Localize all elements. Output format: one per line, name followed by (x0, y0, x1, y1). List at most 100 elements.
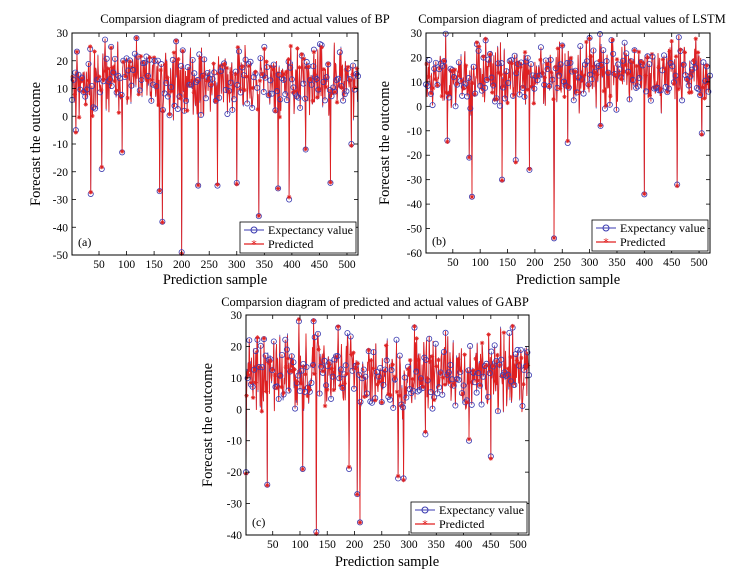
predicted-point (281, 390, 286, 396)
predicted-point (444, 90, 449, 95)
expectancy-point (370, 349, 377, 356)
predicted-point (283, 364, 289, 370)
chart-gabp-legend-pred-label: Predicted (439, 517, 484, 531)
predicted-point (412, 324, 417, 329)
predicted-point (632, 48, 637, 53)
expectancy-point (154, 57, 161, 64)
predicted-point (490, 363, 496, 369)
expectancy-point (447, 361, 454, 368)
predicted-point (123, 74, 128, 79)
expectancy-point (334, 353, 341, 360)
predicted-point (284, 69, 289, 75)
expectancy-point (368, 399, 375, 406)
predicted-point (704, 63, 709, 68)
predicted-point (505, 100, 510, 106)
predicted-point (314, 531, 319, 537)
expectancy-point (349, 367, 356, 374)
predicted-point (614, 57, 620, 62)
expectancy-point (380, 381, 387, 388)
predicted-point (460, 391, 465, 397)
predicted-point (211, 61, 216, 66)
predicted-point (331, 387, 336, 393)
predicted-point (352, 85, 357, 90)
x-tick-label: 150 (319, 539, 337, 551)
expectancy-point (610, 50, 617, 57)
expectancy-point (414, 388, 421, 395)
predicted-point (407, 358, 413, 363)
expectancy-point (277, 96, 284, 103)
predicted-point (200, 74, 205, 79)
expectancy-point (249, 383, 256, 390)
predicted-point (149, 77, 155, 82)
chart-bp-title: Comparsion diagram of predicted and actu… (100, 12, 390, 26)
predicted-point (229, 70, 234, 76)
chart-gabp-xlabel: Prediction sample (335, 554, 439, 570)
expectancy-point (298, 367, 305, 374)
predicted-point (340, 386, 345, 391)
y-tick-label: -30 (407, 175, 423, 187)
expectancy-point (662, 83, 669, 90)
predicted-point (638, 59, 644, 64)
predicted-point (277, 114, 282, 120)
expectancy-point (259, 364, 266, 371)
predicted-point (695, 50, 701, 55)
predicted-point (612, 72, 617, 77)
predicted-point (292, 367, 297, 372)
predicted-point (511, 92, 517, 97)
predicted-point (246, 372, 251, 378)
predicted-point (500, 83, 506, 89)
x-tick-label: 350 (428, 539, 446, 551)
expectancy-point (700, 59, 707, 66)
expectancy-point (262, 74, 269, 81)
predicted-point (253, 380, 258, 385)
expectancy-point (495, 60, 502, 67)
expectancy-point (285, 387, 292, 394)
expectancy-point (422, 356, 429, 363)
predicted-point (435, 83, 440, 88)
predicted-point (486, 332, 491, 337)
expectancy-point (647, 97, 654, 104)
predicted-point (544, 61, 550, 67)
expectancy-point (337, 366, 344, 373)
expectancy-point (642, 88, 649, 95)
predicted-point (320, 369, 326, 374)
predicted-point (441, 58, 447, 63)
predicted-point (616, 72, 622, 77)
expectancy-point (498, 356, 505, 363)
chart-bp-ylabel: Forecast the outcome (28, 82, 44, 206)
predicted-point (256, 213, 262, 218)
expectancy-point (224, 110, 231, 117)
expectancy-point (130, 67, 137, 74)
predicted-point (354, 66, 360, 71)
expectancy-point (336, 375, 343, 382)
expectancy-point (131, 50, 138, 57)
predicted-point (513, 160, 518, 165)
chart-bp: Comparsion diagram of predicted and actu… (28, 12, 390, 288)
expectancy-point (178, 62, 185, 69)
expectancy-point (458, 390, 465, 397)
predicted-point (114, 88, 119, 93)
predicted-point (279, 73, 285, 79)
predicted-point (394, 389, 400, 395)
expectancy-point (360, 366, 367, 373)
expectancy-point (280, 76, 287, 83)
predicted-point (335, 324, 341, 329)
x-tick-label: 250 (373, 539, 391, 551)
predicted-point (445, 139, 450, 145)
y-tick-label: -50 (407, 224, 423, 236)
predicted-point (630, 60, 635, 65)
predicted-point (180, 48, 185, 54)
predicted-point (568, 55, 574, 61)
predicted-point (481, 54, 486, 59)
expectancy-point (336, 49, 343, 56)
expectancy-point (249, 104, 256, 111)
expectancy-point (186, 81, 193, 88)
x-tick-label: 100 (472, 257, 490, 269)
expectancy-point (189, 56, 196, 63)
expectancy-point (282, 336, 289, 343)
expectancy-point (260, 88, 267, 95)
expectancy-point (621, 39, 628, 46)
predicted-point (693, 36, 698, 41)
predicted-point (509, 61, 515, 66)
